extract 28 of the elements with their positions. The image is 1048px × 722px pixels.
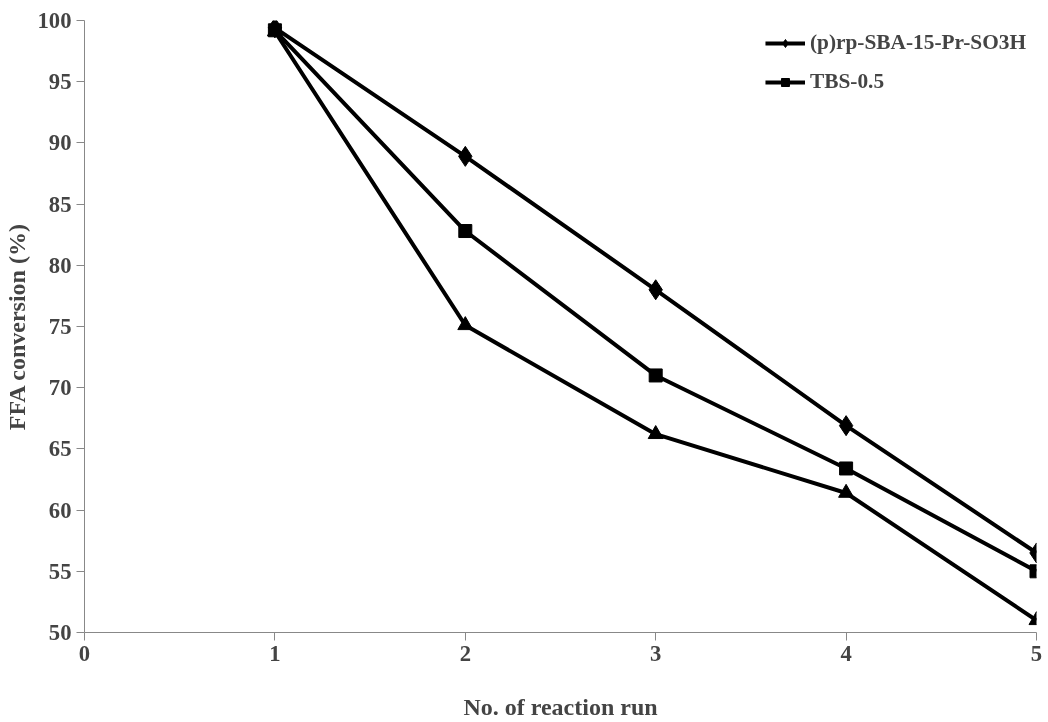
x-tick-label: 1 [269,640,281,666]
x-tick-label: 5 [1030,640,1043,666]
y-tick-label: 95 [48,69,72,95]
x-tick-label: 3 [650,640,662,666]
y-tick-label: 70 [48,375,72,401]
y-tick-label: 80 [48,252,72,278]
point [838,415,854,437]
x-axis-title: No. of reaction run [463,693,658,720]
x-tick-label: 2 [459,640,471,666]
y-tick-label: 60 [48,497,72,523]
x-tick-label: 4 [840,640,852,666]
point [458,224,473,239]
y-tick-label: 65 [48,436,72,462]
y-tick-label: 55 [48,558,72,584]
legend-label: TBS-0.5 [809,69,885,94]
point [839,461,854,476]
y-tick-label: 50 [48,620,72,645]
y-tick-label: 90 [48,130,72,156]
y-tick-label: 85 [48,191,72,217]
y-axis-title: FFA conversion (%) [3,224,30,431]
point [647,425,664,440]
point [838,483,855,498]
y-tick-label: 100 [37,8,72,33]
y-tick-label: 75 [48,314,72,339]
legend-label: (p)rp-SBA-15-Pr-SO3H [809,30,1026,55]
point [457,316,474,331]
point [648,368,663,383]
x-tick-label: 0 [78,640,91,666]
